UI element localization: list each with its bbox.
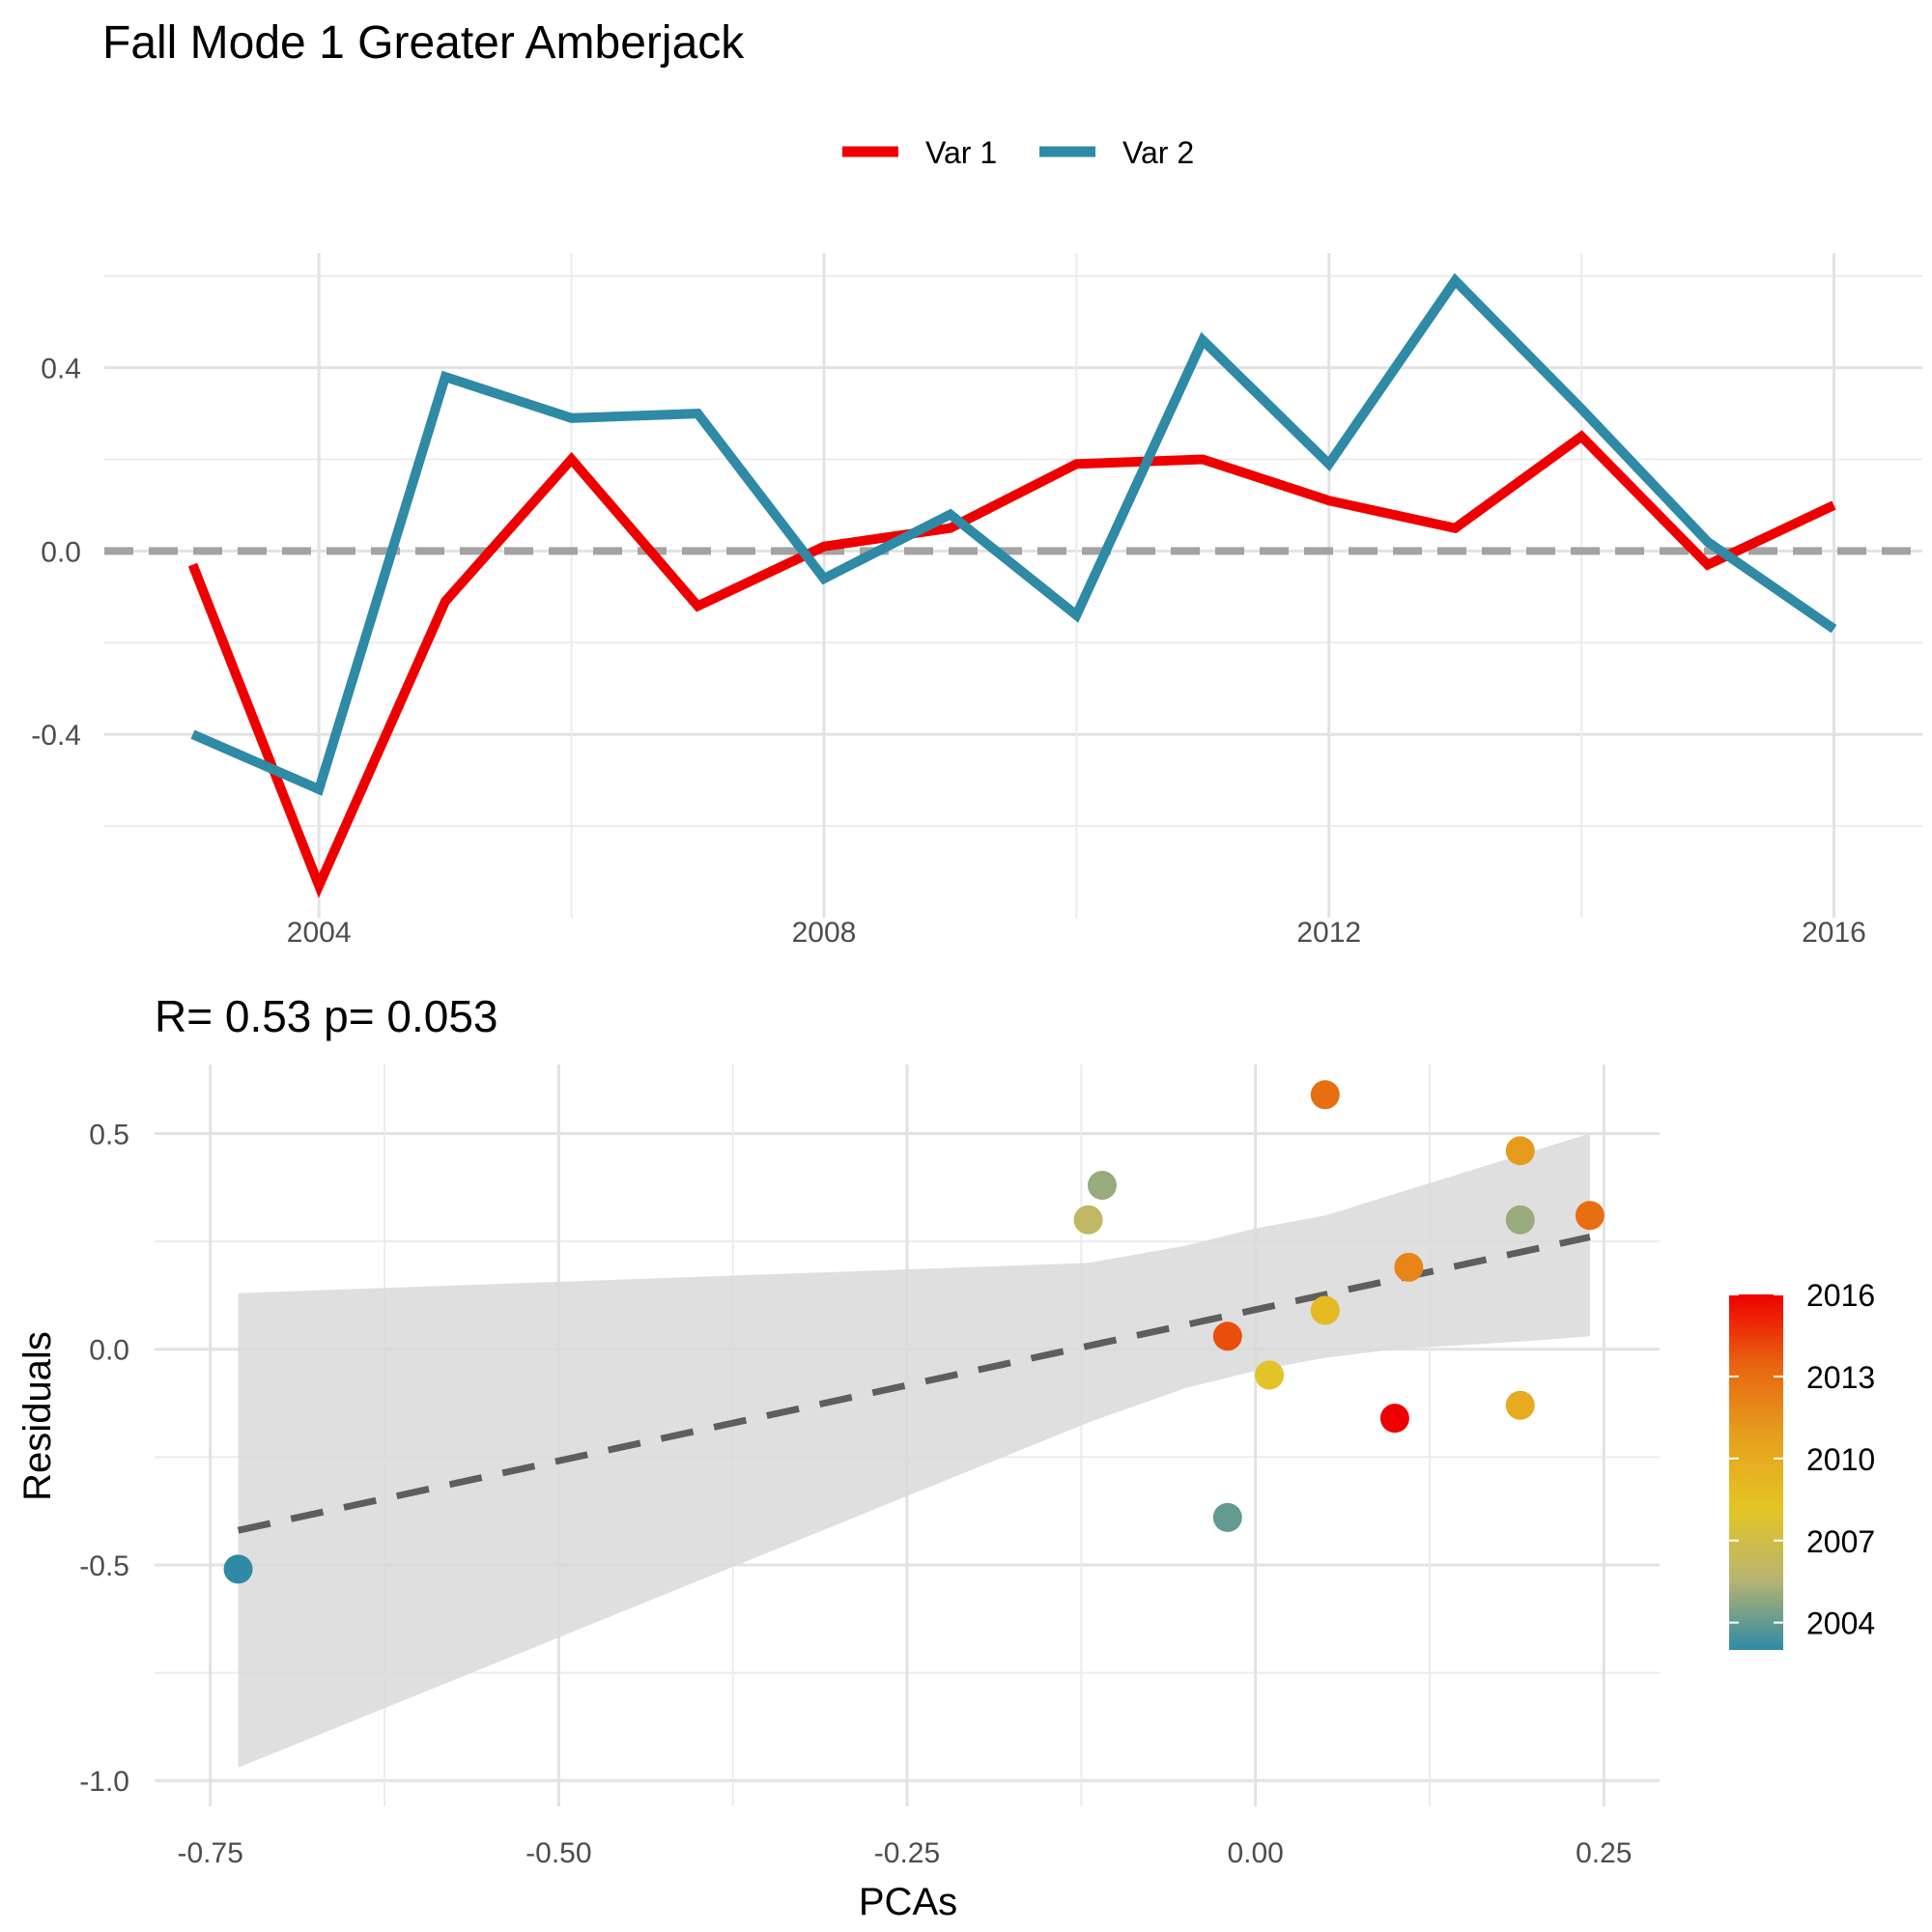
line-chart: -0.4 0.0 0.4 2004 2008 2012 2016	[31, 253, 1922, 949]
scatter-point	[1087, 1171, 1117, 1201]
color-legend-label: 2010	[1806, 1442, 1875, 1477]
line-chart-y-ticks: -0.4 0.0 0.4	[31, 354, 81, 753]
y-tick-label: -0.4	[31, 720, 81, 752]
scatter-point	[1212, 1502, 1242, 1532]
scatter-point	[1505, 1205, 1535, 1235]
x-tick-label: 2012	[1296, 917, 1361, 949]
y-tick-label: -1.0	[79, 1766, 129, 1798]
confidence-band-area	[238, 1133, 1590, 1768]
regression-line	[237, 1234, 1591, 1534]
scatter-point	[1575, 1201, 1605, 1231]
legend-label-2: Var 2	[1122, 135, 1194, 170]
x-tick-label: 0.00	[1227, 1837, 1283, 1869]
scatter-subtitle: R= 0.53 p= 0.053	[155, 991, 498, 1041]
scatter-point	[1310, 1295, 1340, 1325]
chart-title: Fall Mode 1 Greater Amberjack	[102, 17, 745, 69]
scatter-point	[1505, 1390, 1535, 1420]
legend-label-1: Var 1	[925, 135, 997, 170]
scatter-point	[1073, 1205, 1103, 1235]
scatter-point	[1379, 1404, 1409, 1434]
scatter-x-ticks: -0.75 -0.50 -0.25 0.00 0.25	[178, 1837, 1633, 1869]
scatter-point	[223, 1554, 253, 1584]
line-chart-x-ticks: 2004 2008 2012 2016	[287, 917, 1866, 949]
scatter-point	[1212, 1321, 1242, 1351]
x-tick-label: -0.25	[874, 1837, 940, 1869]
y-tick-label: 0.5	[89, 1119, 129, 1151]
x-axis-label: PCAs	[859, 1881, 957, 1923]
color-legend-label: 2016	[1806, 1278, 1875, 1313]
fit-line	[237, 1234, 1591, 1534]
x-tick-label: 2008	[792, 917, 857, 949]
line-chart-grid	[104, 253, 1922, 918]
y-tick-label: 0.0	[89, 1335, 129, 1367]
scatter-point	[1505, 1136, 1535, 1166]
scatter-chart: R= 0.53 p= 0.053 -1.0-0.50.00.5 -0.75 -0.…	[16, 991, 1875, 1923]
scatter-points	[223, 1080, 1605, 1584]
color-legend: 2016 2013 2010 2007 2004	[1729, 1278, 1875, 1650]
confidence-band	[238, 1133, 1590, 1768]
x-tick-label: -0.50	[526, 1837, 591, 1869]
series-line-2	[190, 272, 1837, 796]
y-tick-label: 0.0	[41, 536, 81, 568]
x-tick-label: 0.25	[1576, 1837, 1632, 1869]
color-legend-label: 2013	[1806, 1360, 1875, 1395]
x-tick-label: 2016	[1802, 917, 1866, 949]
y-tick-label: -0.5	[79, 1550, 129, 1582]
scatter-point	[1310, 1080, 1340, 1110]
y-axis-label: Residuals	[16, 1331, 59, 1501]
scatter-point	[1255, 1360, 1285, 1390]
legend: Var 1 Var 2	[842, 135, 1194, 170]
color-legend-label: 2004	[1806, 1606, 1875, 1641]
y-tick-label: 0.4	[41, 354, 81, 385]
color-legend-label: 2007	[1806, 1524, 1875, 1559]
color-legend-bar	[1729, 1294, 1783, 1650]
scatter-point	[1394, 1252, 1424, 1282]
line-chart-series	[187, 272, 1837, 898]
x-tick-label: 2004	[287, 917, 352, 949]
series-line-1	[187, 430, 1836, 898]
scatter-y-ticks: -1.0 -0.5 0.0 0.5	[79, 1119, 129, 1798]
x-tick-label: -0.75	[178, 1837, 243, 1869]
